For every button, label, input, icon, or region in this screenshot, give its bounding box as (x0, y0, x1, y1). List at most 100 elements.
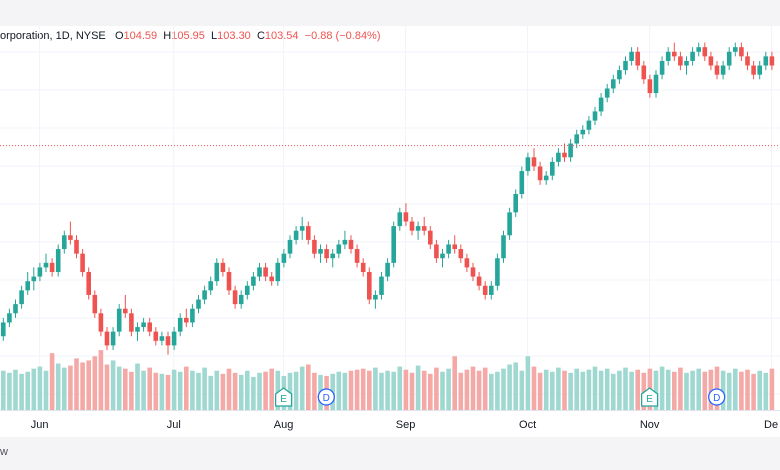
candle[interactable] (635, 47, 640, 71)
candle[interactable] (678, 51, 683, 71)
candle[interactable] (580, 125, 586, 139)
candle[interactable] (348, 235, 354, 254)
candle[interactable] (440, 249, 445, 268)
dividend-marker[interactable]: D (317, 388, 335, 406)
candle[interactable] (324, 244, 329, 263)
candle[interactable] (476, 272, 482, 291)
candle[interactable] (49, 258, 55, 277)
candle[interactable] (171, 327, 177, 350)
candle[interactable] (702, 42, 708, 61)
candle[interactable] (745, 51, 750, 71)
candle[interactable] (141, 317, 146, 332)
candle[interactable] (342, 230, 348, 250)
candle[interactable] (177, 313, 183, 337)
candle[interactable] (653, 70, 659, 98)
candle[interactable] (153, 327, 159, 346)
candle[interactable] (31, 267, 37, 291)
candle[interactable] (665, 47, 671, 66)
candle[interactable] (446, 239, 451, 259)
candle[interactable] (513, 189, 518, 217)
candle[interactable] (763, 51, 769, 71)
candle[interactable] (238, 290, 244, 309)
candle[interactable] (751, 60, 756, 80)
candle[interactable] (452, 235, 457, 254)
candle[interactable] (55, 244, 61, 277)
candle[interactable] (482, 281, 488, 300)
candle[interactable] (629, 47, 634, 66)
candle[interactable] (543, 171, 549, 185)
candle[interactable] (690, 47, 695, 66)
candle[interactable] (421, 216, 427, 236)
candle[interactable] (397, 207, 403, 231)
candle[interactable] (373, 290, 378, 309)
candle[interactable] (232, 285, 238, 309)
candle[interactable] (769, 51, 775, 71)
candle[interactable] (80, 249, 85, 277)
candle[interactable] (220, 258, 226, 277)
candle[interactable] (757, 60, 762, 80)
candle[interactable] (129, 308, 134, 337)
candle[interactable] (299, 216, 305, 240)
candle[interactable] (360, 258, 366, 277)
time-axis[interactable]: Jun Jul Aug Sep Oct Nov De (0, 410, 780, 437)
candle[interactable] (385, 258, 390, 282)
candle[interactable] (507, 207, 512, 240)
candle[interactable] (415, 221, 421, 240)
candle[interactable] (519, 166, 525, 199)
candle[interactable] (1, 317, 6, 341)
candle[interactable] (495, 253, 500, 291)
candle[interactable] (251, 272, 256, 291)
candle[interactable] (367, 267, 372, 305)
candle[interactable] (269, 272, 274, 286)
candle[interactable] (568, 138, 573, 162)
candle[interactable] (592, 106, 598, 126)
candle[interactable] (409, 216, 415, 236)
candle[interactable] (586, 116, 592, 135)
candle[interactable] (104, 327, 110, 350)
candle[interactable] (708, 51, 714, 71)
candle[interactable] (428, 226, 433, 250)
candle[interactable] (318, 244, 323, 263)
candle[interactable] (489, 281, 494, 300)
candle[interactable] (733, 42, 738, 57)
candle[interactable] (464, 253, 470, 272)
candle[interactable] (116, 304, 122, 337)
candle[interactable] (281, 249, 287, 268)
candle[interactable] (74, 235, 79, 259)
candle[interactable] (123, 294, 128, 318)
candle[interactable] (379, 272, 384, 300)
candle[interactable] (184, 308, 189, 328)
candle[interactable] (714, 60, 720, 80)
candle[interactable] (208, 276, 213, 295)
candle[interactable] (196, 294, 201, 314)
earnings-marker[interactable]: E (640, 387, 659, 407)
candle[interactable] (226, 267, 232, 295)
candle[interactable] (68, 221, 73, 245)
candle[interactable] (550, 157, 555, 181)
candle[interactable] (647, 74, 653, 98)
candle[interactable] (165, 331, 171, 355)
candle[interactable] (293, 226, 299, 245)
candle[interactable] (574, 129, 579, 149)
candle[interactable] (13, 299, 18, 318)
candle[interactable] (354, 244, 360, 268)
candle[interactable] (202, 285, 207, 305)
candle[interactable] (257, 262, 262, 282)
candle[interactable] (86, 267, 91, 300)
candle[interactable] (37, 262, 43, 282)
candle[interactable] (159, 331, 165, 346)
candle[interactable] (62, 230, 67, 254)
candle[interactable] (556, 148, 561, 167)
candle[interactable] (7, 308, 12, 328)
candle[interactable] (470, 262, 476, 282)
candle[interactable] (245, 281, 250, 300)
candle[interactable] (25, 272, 30, 295)
candle[interactable] (330, 249, 335, 268)
candle[interactable] (537, 161, 543, 185)
candle[interactable] (501, 230, 506, 263)
candle[interactable] (135, 322, 140, 341)
candle[interactable] (92, 290, 98, 318)
candle[interactable] (684, 56, 689, 75)
candle[interactable] (190, 304, 195, 328)
